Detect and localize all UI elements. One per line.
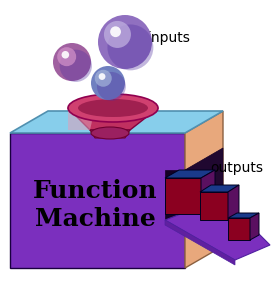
Circle shape xyxy=(95,70,112,87)
Polygon shape xyxy=(228,185,239,220)
Polygon shape xyxy=(185,111,223,268)
Circle shape xyxy=(110,26,121,37)
Circle shape xyxy=(60,50,92,82)
Polygon shape xyxy=(10,133,185,268)
Circle shape xyxy=(53,43,91,81)
Text: Function
Machine: Function Machine xyxy=(33,179,157,231)
Polygon shape xyxy=(229,222,241,233)
Ellipse shape xyxy=(78,99,148,117)
Polygon shape xyxy=(250,213,259,240)
Polygon shape xyxy=(68,108,158,130)
Polygon shape xyxy=(228,218,250,240)
Ellipse shape xyxy=(68,94,158,122)
Polygon shape xyxy=(10,111,223,133)
Polygon shape xyxy=(90,130,130,138)
Polygon shape xyxy=(165,170,185,220)
Text: inputs: inputs xyxy=(148,31,191,45)
Polygon shape xyxy=(201,170,215,214)
Circle shape xyxy=(62,51,69,59)
Circle shape xyxy=(57,47,76,66)
Polygon shape xyxy=(201,207,215,220)
Text: outputs: outputs xyxy=(210,161,263,175)
Polygon shape xyxy=(200,185,239,192)
Polygon shape xyxy=(165,220,235,265)
Polygon shape xyxy=(165,170,215,178)
Polygon shape xyxy=(228,213,259,218)
Polygon shape xyxy=(200,192,228,220)
Ellipse shape xyxy=(91,127,129,139)
Circle shape xyxy=(97,72,126,101)
Circle shape xyxy=(98,15,152,69)
Circle shape xyxy=(107,24,153,70)
Circle shape xyxy=(104,21,131,48)
Polygon shape xyxy=(68,108,95,130)
Polygon shape xyxy=(165,178,201,214)
Polygon shape xyxy=(185,148,223,220)
Circle shape xyxy=(99,73,105,80)
Circle shape xyxy=(91,66,125,100)
Polygon shape xyxy=(165,198,270,260)
